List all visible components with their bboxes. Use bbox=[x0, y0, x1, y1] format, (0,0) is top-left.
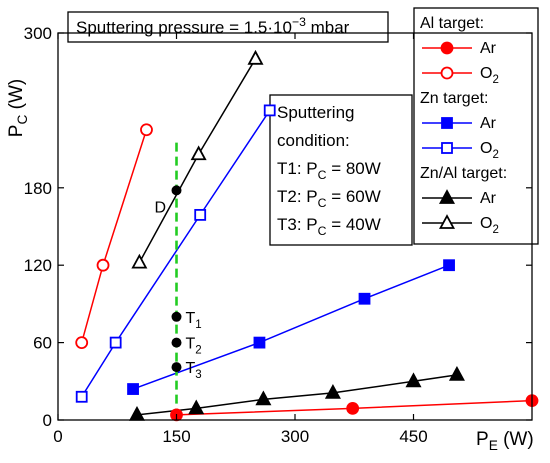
series-line-znal_ar bbox=[136, 374, 458, 416]
data-point-znal_ar bbox=[255, 390, 272, 406]
axes-layer bbox=[57, 32, 533, 421]
conditions-line-4: T2: PC = 60W bbox=[277, 187, 381, 210]
data-point-znal_o2 bbox=[247, 49, 264, 65]
condition-point-label-t3: T3 bbox=[186, 360, 202, 381]
legend-label-zn_ar: Ar bbox=[480, 115, 497, 132]
x-tick-label: 300 bbox=[281, 427, 309, 446]
data-point-zn_ar bbox=[443, 259, 455, 272]
legend-marker-al_ar bbox=[440, 41, 454, 55]
y-tick-label: 300 bbox=[24, 24, 52, 43]
legend-box bbox=[413, 7, 539, 245]
legend-label-znal_o2: O2 bbox=[480, 215, 499, 236]
data-point-zn_o2 bbox=[194, 208, 207, 221]
legend-label-znal_ar: Ar bbox=[480, 190, 497, 207]
condition-point-label-t1: T1 bbox=[186, 310, 202, 331]
data-point-al_ar bbox=[346, 401, 360, 415]
text-layer: T1 T2 T3 D 0 150 300 450 0 60 120 180 300 PE (W) PC (W… bbox=[6, 15, 534, 453]
legend-marker-znal_o2 bbox=[438, 214, 456, 229]
legend-label-al_o2: O2 bbox=[480, 65, 499, 86]
annotation-backgrounds bbox=[67, 7, 539, 246]
point-d-label: D bbox=[155, 199, 167, 216]
y-tick-label: 180 bbox=[24, 179, 52, 198]
data-point-znal_ar bbox=[405, 372, 422, 388]
y-tick-label: 0 bbox=[43, 411, 52, 430]
legend-group-title-3: Zn/Al target: bbox=[420, 165, 507, 182]
condition-point-t3 bbox=[171, 362, 182, 373]
conditions-line-1: Sputtering bbox=[277, 103, 355, 122]
x-axis-title: PE (W) bbox=[476, 429, 534, 453]
data-point-zn_o2 bbox=[263, 104, 276, 117]
pressure-text: Sputtering pressure = 1.5·10−3 mbar bbox=[76, 15, 350, 37]
data-point-znal_ar bbox=[448, 365, 465, 381]
conditions-box bbox=[269, 94, 413, 246]
y-tick-label: 60 bbox=[33, 334, 52, 353]
series-line-znal_o2 bbox=[138, 58, 257, 263]
legend-group-title-2: Zn target: bbox=[420, 90, 488, 107]
pressure-box bbox=[67, 11, 389, 43]
legend-marker-znal_ar bbox=[438, 189, 456, 204]
data-layer bbox=[75, 41, 539, 422]
legend-label-al_ar: Ar bbox=[480, 40, 497, 57]
condition-point-t1 bbox=[171, 311, 182, 322]
condition-point-label-t2: T2 bbox=[186, 336, 202, 357]
data-point-zn_o2 bbox=[75, 390, 88, 403]
data-point-znal_ar bbox=[324, 384, 341, 399]
data-point-zn_ar bbox=[127, 383, 139, 395]
data-point-al_o2 bbox=[75, 336, 89, 350]
legend-marker-al_o2 bbox=[440, 66, 454, 80]
data-point-zn_ar bbox=[253, 336, 266, 349]
series-line-zn_o2 bbox=[81, 109, 271, 398]
conditions-line-2: condition: bbox=[277, 131, 350, 150]
point-d bbox=[171, 185, 182, 196]
data-point-al_o2 bbox=[96, 258, 110, 272]
x-tick-label: 450 bbox=[399, 427, 427, 446]
data-point-znal_o2 bbox=[190, 145, 207, 161]
series-line-zn_ar bbox=[132, 264, 450, 390]
conditions-line-5: T3: PC = 40W bbox=[277, 215, 381, 238]
data-point-al_o2 bbox=[140, 123, 153, 137]
x-tick-label: 150 bbox=[162, 427, 190, 446]
condition-point-t2 bbox=[171, 337, 182, 348]
legend-marker-zn_ar bbox=[441, 117, 453, 129]
y-tick-label: 120 bbox=[24, 256, 52, 275]
x-tick-label: 0 bbox=[53, 427, 62, 446]
data-point-zn_ar bbox=[358, 292, 371, 305]
data-point-zn_o2 bbox=[109, 336, 122, 349]
data-point-znal_ar bbox=[188, 399, 205, 415]
data-point-znal_o2 bbox=[131, 253, 148, 269]
legend-group-title-1: Al target: bbox=[420, 15, 484, 32]
legend-label-zn_o2: O2 bbox=[480, 140, 499, 161]
conditions-line-3: T1: PC = 80W bbox=[277, 159, 381, 182]
legend-marker-zn_o2 bbox=[441, 142, 453, 154]
y-axis-title: PC (W) bbox=[6, 79, 30, 137]
